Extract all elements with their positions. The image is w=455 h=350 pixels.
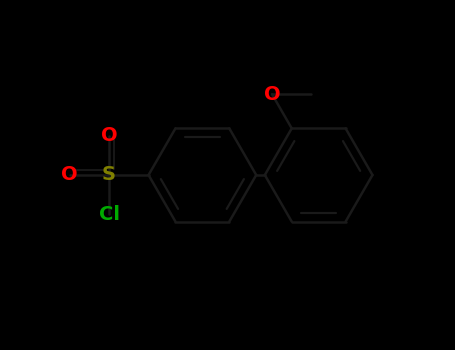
Text: O: O [264,85,280,104]
Text: O: O [101,126,117,145]
Text: Cl: Cl [99,205,120,224]
Text: O: O [61,166,78,184]
Text: S: S [102,166,116,184]
